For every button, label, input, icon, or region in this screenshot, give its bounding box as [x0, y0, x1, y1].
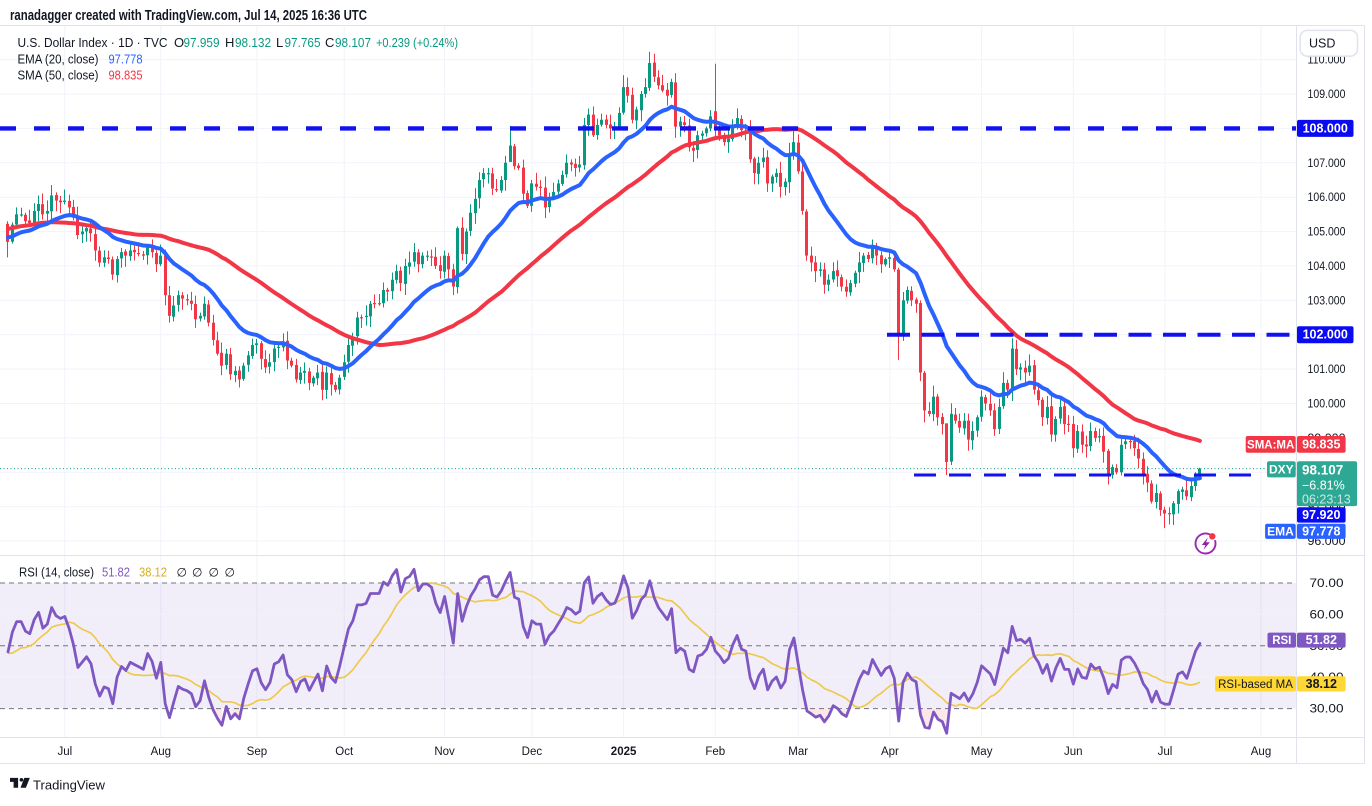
svg-text:97.959: 97.959: [184, 35, 220, 50]
svg-text:RSI: RSI: [1272, 635, 1291, 647]
svg-text:Aug: Aug: [151, 746, 171, 758]
svg-text:06:23:13: 06:23:13: [1302, 493, 1351, 507]
svg-text:Jul: Jul: [57, 746, 72, 758]
svg-text:∅: ∅: [177, 566, 187, 580]
svg-text:O: O: [174, 35, 184, 50]
svg-text:98.132: 98.132: [235, 35, 271, 50]
svg-text:97.778: 97.778: [109, 52, 143, 67]
svg-text:SMA (50, close): SMA (50, close): [18, 68, 99, 83]
svg-text:C: C: [325, 35, 334, 50]
svg-text:RSI (14, close): RSI (14, close): [19, 565, 94, 580]
svg-text:−6.81%: −6.81%: [1302, 479, 1345, 493]
svg-text:∅: ∅: [225, 566, 235, 580]
svg-text:H: H: [225, 35, 234, 50]
svg-text:101.000: 101.000: [1308, 362, 1346, 376]
svg-text:Dec: Dec: [522, 746, 543, 758]
svg-text:Apr: Apr: [881, 746, 899, 758]
svg-text:Jul: Jul: [1158, 746, 1173, 758]
svg-text:DXY: DXY: [1269, 462, 1294, 476]
svg-text:Oct: Oct: [335, 746, 354, 758]
svg-text:60.00: 60.00: [1310, 607, 1344, 621]
svg-text:108.000: 108.000: [1303, 121, 1348, 135]
svg-text:97.765: 97.765: [285, 35, 321, 50]
svg-text:2025: 2025: [611, 746, 637, 758]
svg-text:104.000: 104.000: [1308, 259, 1346, 273]
svg-text:98.835: 98.835: [109, 68, 143, 83]
svg-text:98.107: 98.107: [1302, 463, 1343, 478]
svg-text:100.000: 100.000: [1308, 397, 1346, 411]
svg-text:SMA:MA: SMA:MA: [1247, 439, 1294, 451]
svg-text:Feb: Feb: [705, 746, 725, 758]
svg-text:EMA (20, close): EMA (20, close): [18, 52, 99, 67]
svg-text:30.00: 30.00: [1310, 702, 1344, 716]
svg-text:Nov: Nov: [434, 746, 455, 758]
svg-text:38.12: 38.12: [1306, 677, 1337, 691]
svg-text:98.835: 98.835: [1302, 437, 1340, 451]
svg-text:38.12: 38.12: [139, 565, 167, 580]
svg-text:EMA: EMA: [1267, 524, 1294, 538]
svg-text:USD: USD: [1309, 37, 1335, 51]
svg-text:103.000: 103.000: [1308, 293, 1346, 307]
svg-text:107.000: 107.000: [1308, 156, 1346, 170]
svg-text:RSI-based MA: RSI-based MA: [1218, 679, 1293, 691]
svg-text:70.00: 70.00: [1310, 576, 1344, 590]
svg-text:TradingView: TradingView: [33, 778, 106, 793]
svg-text:102.000: 102.000: [1303, 328, 1348, 342]
svg-text:Aug: Aug: [1251, 746, 1271, 758]
svg-text:109.000: 109.000: [1308, 87, 1346, 101]
svg-text:106.000: 106.000: [1308, 190, 1346, 204]
svg-text:+0.239 (+0.24%): +0.239 (+0.24%): [376, 35, 458, 50]
svg-text:51.82: 51.82: [1306, 633, 1337, 647]
svg-text:51.82: 51.82: [102, 565, 130, 580]
svg-text:Mar: Mar: [788, 746, 808, 758]
svg-text:97.920: 97.920: [1302, 508, 1340, 522]
svg-text:Jun: Jun: [1064, 746, 1083, 758]
svg-text:Sep: Sep: [247, 746, 267, 758]
svg-text:ranadagger created with Tradin: ranadagger created with TradingView.com,…: [10, 8, 367, 24]
svg-text:∅: ∅: [192, 566, 202, 580]
svg-text:L: L: [276, 35, 283, 50]
svg-text:U.S. Dollar Index · 1D · TVC: U.S. Dollar Index · 1D · TVC: [18, 35, 168, 50]
svg-text:97.778: 97.778: [1302, 524, 1340, 538]
svg-text:98.107: 98.107: [335, 35, 371, 50]
svg-text:May: May: [971, 746, 993, 758]
svg-text:105.000: 105.000: [1308, 225, 1346, 239]
svg-text:∅: ∅: [209, 566, 219, 580]
